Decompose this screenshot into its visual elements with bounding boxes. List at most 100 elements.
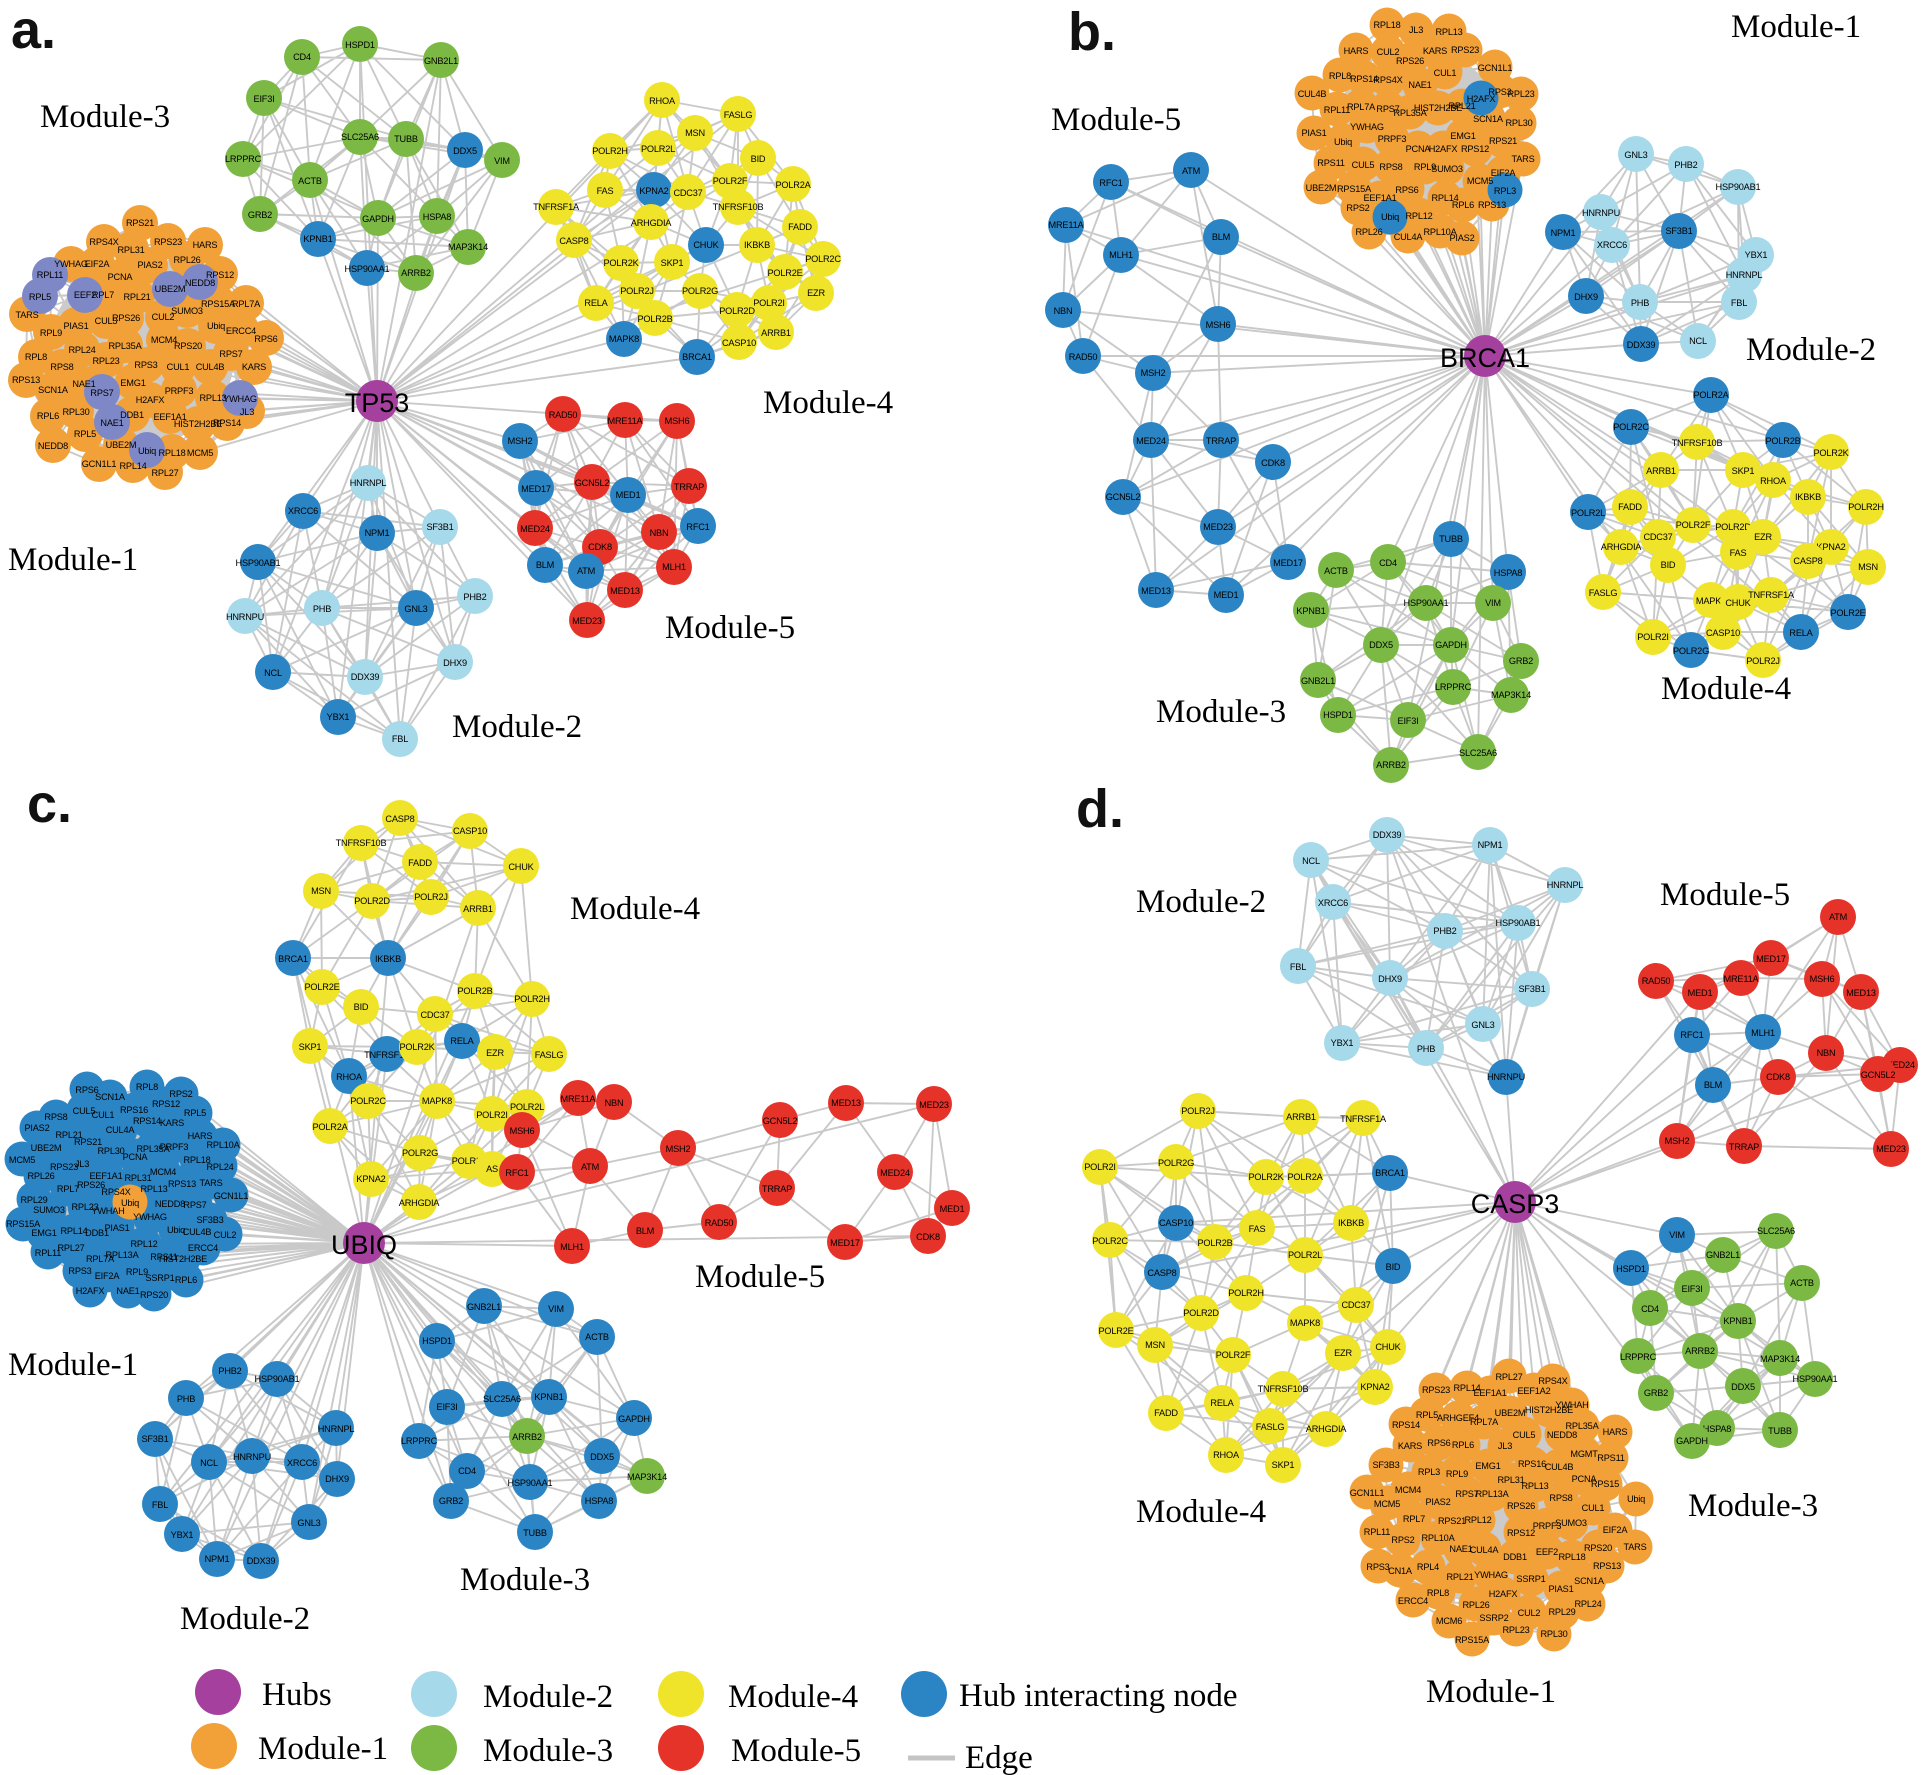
svg-text:CUL2: CUL2 xyxy=(152,312,175,322)
svg-text:TNFRSF1A: TNFRSF1A xyxy=(1748,590,1795,600)
svg-text:GCN1L1: GCN1L1 xyxy=(214,1191,249,1201)
svg-text:RPS3: RPS3 xyxy=(134,360,157,370)
svg-text:MSH2: MSH2 xyxy=(1665,1136,1690,1146)
svg-text:RPL7A: RPL7A xyxy=(232,299,261,309)
svg-text:GRB2: GRB2 xyxy=(1644,1388,1668,1398)
svg-text:YBX1: YBX1 xyxy=(1745,250,1768,260)
svg-text:RPS6: RPS6 xyxy=(254,334,277,344)
svg-text:GNL3: GNL3 xyxy=(1471,1020,1494,1030)
svg-text:RELA: RELA xyxy=(1210,1398,1234,1408)
svg-text:BLM: BLM xyxy=(536,560,554,570)
svg-text:YBX1: YBX1 xyxy=(327,712,350,722)
svg-text:DHX9: DHX9 xyxy=(443,658,467,668)
svg-text:RPS26: RPS26 xyxy=(112,313,140,323)
svg-text:POLR2H: POLR2H xyxy=(1228,1288,1264,1298)
svg-text:Module-5: Module-5 xyxy=(1660,877,1790,913)
svg-text:CUL4B: CUL4B xyxy=(1298,89,1327,99)
svg-text:KARS: KARS xyxy=(242,362,266,372)
svg-text:GAPDH: GAPDH xyxy=(362,214,394,224)
svg-text:RPS12: RPS12 xyxy=(206,270,234,280)
svg-text:CUL2: CUL2 xyxy=(1377,47,1400,57)
svg-text:UBE2M: UBE2M xyxy=(1495,1408,1526,1418)
svg-text:CUL4A: CUL4A xyxy=(106,1125,136,1135)
svg-text:NBN: NBN xyxy=(1054,306,1073,316)
svg-text:CASP8: CASP8 xyxy=(1793,556,1822,566)
svg-text:PCNA: PCNA xyxy=(1406,144,1432,154)
svg-text:PHB: PHB xyxy=(1631,298,1649,308)
svg-text:FADD: FADD xyxy=(1154,1408,1178,1418)
svg-text:ARRB1: ARRB1 xyxy=(761,328,791,338)
svg-text:RPL31: RPL31 xyxy=(1497,1475,1524,1485)
svg-text:RPL9: RPL9 xyxy=(1446,1469,1468,1479)
svg-text:MAPK8: MAPK8 xyxy=(1290,1318,1320,1328)
svg-text:H2AFX: H2AFX xyxy=(1429,144,1458,154)
svg-text:POLR2J: POLR2J xyxy=(1181,1106,1215,1116)
svg-text:FAS: FAS xyxy=(597,186,614,196)
svg-text:CDK8: CDK8 xyxy=(916,1232,940,1242)
svg-text:TARS: TARS xyxy=(1623,1542,1646,1552)
svg-text:H2AFX: H2AFX xyxy=(1467,94,1496,104)
svg-text:RPL30: RPL30 xyxy=(97,1146,124,1156)
svg-text:PHB: PHB xyxy=(1417,1044,1435,1054)
svg-text:NCL: NCL xyxy=(1302,856,1320,866)
svg-text:POLR2A: POLR2A xyxy=(1287,1172,1323,1182)
svg-text:TNFRSF10B: TNFRSF10B xyxy=(713,202,764,212)
svg-text:RPS4X: RPS4X xyxy=(101,1187,130,1197)
svg-text:EEF1A1: EEF1A1 xyxy=(1473,1388,1506,1398)
svg-text:RPS3: RPS3 xyxy=(68,1266,91,1276)
svg-text:CD4: CD4 xyxy=(1641,1304,1659,1314)
svg-text:IKBKB: IKBKB xyxy=(1338,1218,1364,1228)
svg-text:SKP1: SKP1 xyxy=(1732,466,1755,476)
svg-text:YWHAG: YWHAG xyxy=(54,259,88,269)
svg-text:b.: b. xyxy=(1068,2,1116,62)
svg-text:RPS7: RPS7 xyxy=(183,1200,206,1210)
svg-text:HNRNPL: HNRNPL xyxy=(318,1424,355,1434)
svg-text:RPL11: RPL11 xyxy=(35,1248,61,1258)
svg-text:POLR2K: POLR2K xyxy=(1248,1172,1284,1182)
svg-text:RPL26: RPL26 xyxy=(1462,1600,1489,1610)
svg-text:YBX1: YBX1 xyxy=(171,1530,194,1540)
svg-text:GAPDH: GAPDH xyxy=(1435,640,1467,650)
svg-text:RPL9: RPL9 xyxy=(126,1267,148,1277)
svg-text:EIF3I: EIF3I xyxy=(1398,716,1419,726)
svg-text:RHOA: RHOA xyxy=(336,1072,363,1082)
svg-text:Ubiq: Ubiq xyxy=(207,321,225,331)
svg-text:RAD50: RAD50 xyxy=(1069,352,1098,362)
svg-text:HIST2H2BE: HIST2H2BE xyxy=(1414,103,1462,113)
svg-text:EMG1: EMG1 xyxy=(120,378,145,388)
svg-text:RPL8: RPL8 xyxy=(1329,71,1351,81)
svg-text:RPL21: RPL21 xyxy=(123,292,150,302)
svg-text:RPL27: RPL27 xyxy=(151,468,178,478)
svg-text:FADD: FADD xyxy=(408,858,432,868)
svg-text:POLR2I: POLR2I xyxy=(753,298,784,308)
svg-text:SLC25A6: SLC25A6 xyxy=(483,1394,521,1404)
svg-text:KPNB1: KPNB1 xyxy=(534,1392,563,1402)
svg-text:Module-1: Module-1 xyxy=(1731,9,1861,45)
svg-text:FASLG: FASLG xyxy=(1256,1422,1285,1432)
svg-text:GAPDH: GAPDH xyxy=(1676,1436,1708,1446)
svg-text:Ubiq: Ubiq xyxy=(121,1198,139,1208)
svg-text:RAD50: RAD50 xyxy=(1642,976,1671,986)
svg-text:Ubiq: Ubiq xyxy=(167,1225,185,1235)
svg-text:RHOA: RHOA xyxy=(1760,476,1787,486)
svg-text:ARHGDIA: ARHGDIA xyxy=(399,1198,441,1208)
svg-text:RFC1: RFC1 xyxy=(505,1168,528,1178)
svg-text:CD4: CD4 xyxy=(458,1466,476,1476)
svg-text:ACTB: ACTB xyxy=(298,176,322,186)
svg-text:YBX1: YBX1 xyxy=(1331,1038,1354,1048)
svg-text:RPS23: RPS23 xyxy=(1451,45,1479,55)
svg-text:PIAS2: PIAS2 xyxy=(1449,233,1474,243)
svg-text:ARRB2: ARRB2 xyxy=(512,1432,542,1442)
svg-text:RPL6: RPL6 xyxy=(37,411,59,421)
svg-text:JL3: JL3 xyxy=(240,407,254,417)
svg-text:VIM: VIM xyxy=(1485,598,1501,608)
svg-text:POLR2F: POLR2F xyxy=(1676,520,1711,530)
svg-text:RPS23: RPS23 xyxy=(154,237,182,247)
svg-text:EIF2A: EIF2A xyxy=(1491,168,1517,178)
svg-text:MED13: MED13 xyxy=(1846,988,1876,998)
svg-text:MED24: MED24 xyxy=(520,524,550,534)
svg-text:NBN: NBN xyxy=(650,528,669,538)
svg-text:RPL6: RPL6 xyxy=(175,1275,197,1285)
svg-text:FASLG: FASLG xyxy=(1589,588,1618,598)
svg-text:GNL3: GNL3 xyxy=(404,604,427,614)
